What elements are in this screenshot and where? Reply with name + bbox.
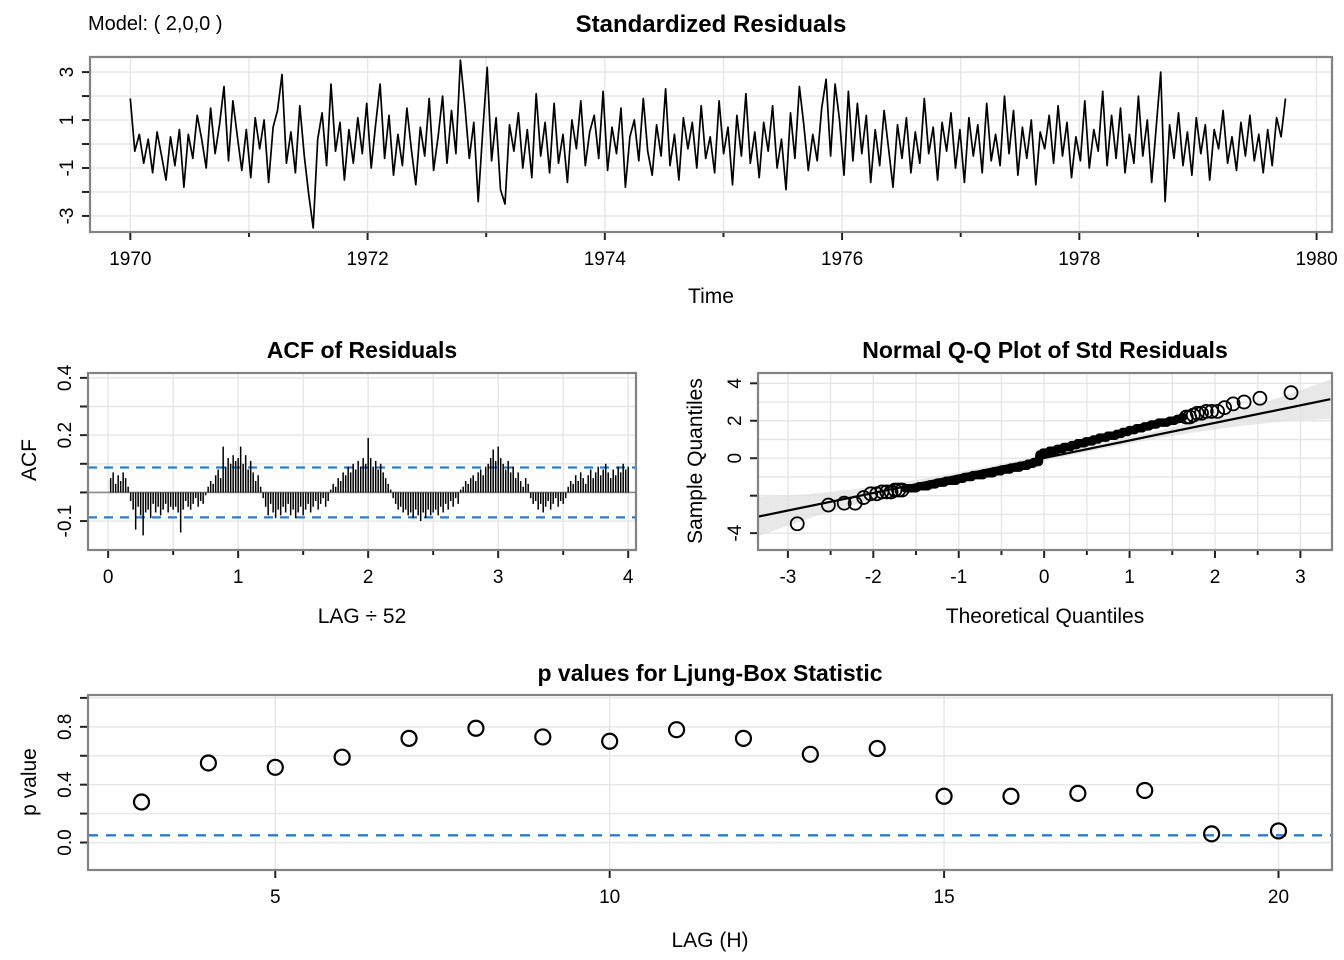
pvalue-point bbox=[667, 721, 686, 739]
qq-point bbox=[820, 497, 836, 513]
ljungbox-y-label: p value bbox=[18, 748, 41, 816]
x-tick-label: 1 bbox=[233, 567, 244, 588]
qq-title: Normal Q-Q Plot of Std Residuals bbox=[862, 337, 1227, 363]
x-tick-label: 1980 bbox=[1295, 249, 1337, 270]
y-tick-label: 0.2 bbox=[55, 422, 76, 448]
y-tick-label: 0 bbox=[725, 453, 746, 464]
x-tick-label: 1976 bbox=[821, 249, 863, 270]
qq-point bbox=[894, 482, 910, 498]
pvalue-point bbox=[400, 729, 418, 747]
pvalue-point bbox=[534, 728, 552, 746]
x-tick-label: 20 bbox=[1268, 887, 1289, 908]
x-tick-label: -2 bbox=[865, 567, 882, 588]
pvalue-point bbox=[199, 754, 217, 772]
y-tick-label: -3 bbox=[57, 207, 78, 224]
x-tick-label: 2 bbox=[1210, 567, 1221, 588]
qq-panel: -3 -2 -1 0 1 2 3 -4 0 2 4 bbox=[725, 371, 1334, 588]
x-tick-label: 3 bbox=[493, 567, 504, 588]
pvalue-point bbox=[1203, 825, 1221, 843]
y-tick-label: 1 bbox=[57, 115, 78, 126]
x-tick-label: -1 bbox=[950, 567, 967, 588]
pvalue-point bbox=[734, 729, 753, 747]
qq-point bbox=[1210, 403, 1225, 419]
x-tick-label: 1972 bbox=[346, 249, 388, 270]
acf-y-label: ACF bbox=[18, 439, 41, 481]
pvalue-point bbox=[266, 758, 284, 776]
ljungbox-title: p values for Ljung-Box Statistic bbox=[537, 660, 882, 686]
x-tick-label: 10 bbox=[599, 887, 620, 908]
qq-point bbox=[887, 482, 903, 498]
pvalue-point bbox=[1002, 787, 1020, 805]
acf-x-label: LAG ÷ 52 bbox=[318, 605, 407, 628]
qq-x-label: Theoretical Quantiles bbox=[946, 605, 1144, 628]
qq-point bbox=[856, 490, 872, 505]
y-tick-label: 0.8 bbox=[55, 714, 76, 740]
y-tick-label: 3 bbox=[57, 67, 78, 78]
qq-point bbox=[1283, 385, 1299, 401]
qq-point bbox=[1252, 390, 1268, 406]
model-label: Model: ( 2,0,0 ) bbox=[88, 13, 223, 35]
x-tick-label: 1978 bbox=[1058, 249, 1100, 270]
acf-panel: 0 1 2 3 4 -0.1 0.2 0.4 bbox=[55, 364, 638, 588]
qq-point bbox=[863, 486, 879, 502]
panel-border bbox=[756, 371, 1334, 552]
qq-point bbox=[1189, 405, 1205, 421]
x-tick-label: 1970 bbox=[109, 249, 151, 270]
residuals-series-line bbox=[129, 59, 1287, 229]
y-tick-label: -1 bbox=[57, 160, 78, 177]
y-tick-label: -0.1 bbox=[55, 505, 76, 538]
qq-y-label: Sample Quantiles bbox=[684, 378, 707, 544]
qq-point bbox=[1217, 400, 1233, 416]
x-tick-label: 2 bbox=[363, 567, 374, 588]
x-tick-label: 1974 bbox=[584, 249, 627, 270]
residuals-title: Standardized Residuals bbox=[576, 11, 847, 38]
x-tick-label: 0 bbox=[103, 567, 114, 588]
qq-point bbox=[1198, 403, 1214, 419]
y-tick-label: 0.0 bbox=[55, 829, 76, 855]
y-tick-label: 2 bbox=[725, 415, 746, 426]
ljungbox-panel: 5 10 15 20 0.0 0.4 0.8 bbox=[55, 693, 1334, 908]
acf-title: ACF of Residuals bbox=[267, 337, 457, 363]
pvalue-point bbox=[467, 719, 485, 737]
x-tick-label: 5 bbox=[270, 887, 281, 908]
x-tick-label: 4 bbox=[623, 567, 634, 588]
qq-point bbox=[789, 516, 805, 532]
y-tick-label: 0.4 bbox=[55, 364, 76, 391]
x-tick-label: 15 bbox=[934, 887, 955, 908]
y-tick-label: 0.4 bbox=[55, 771, 76, 798]
panel-border bbox=[88, 55, 1334, 234]
pvalue-point bbox=[935, 787, 953, 805]
y-tick-label: 4 bbox=[725, 378, 746, 389]
x-tick-label: -3 bbox=[779, 567, 796, 588]
x-tick-label: 1 bbox=[1124, 567, 1135, 588]
ljungbox-x-label: LAG (H) bbox=[671, 929, 748, 952]
qq-point bbox=[836, 495, 852, 511]
qq-point bbox=[1204, 403, 1219, 419]
x-tick-label: 0 bbox=[1039, 567, 1050, 588]
x-tick-label: 3 bbox=[1295, 567, 1306, 588]
qq-points-dense-band bbox=[900, 412, 1188, 493]
panel-border bbox=[86, 371, 638, 552]
pvalue-point bbox=[801, 745, 819, 763]
pvalue-point bbox=[601, 732, 619, 750]
pvalue-point bbox=[333, 748, 351, 766]
pvalue-point bbox=[1069, 784, 1087, 802]
pvalue-point bbox=[132, 793, 151, 811]
pvalue-point bbox=[868, 739, 886, 758]
qq-point bbox=[1236, 394, 1252, 410]
time-axis-label: Time bbox=[688, 285, 734, 308]
pvalue-point bbox=[1269, 822, 1288, 840]
qq-point bbox=[1225, 396, 1241, 412]
panel-border bbox=[86, 693, 1334, 872]
y-tick-label: -4 bbox=[725, 524, 746, 541]
pvalue-point bbox=[1136, 781, 1154, 800]
residuals-panel: 1970 1972 1974 1976 1978 1980 -3 -1 1 3 bbox=[57, 55, 1338, 270]
